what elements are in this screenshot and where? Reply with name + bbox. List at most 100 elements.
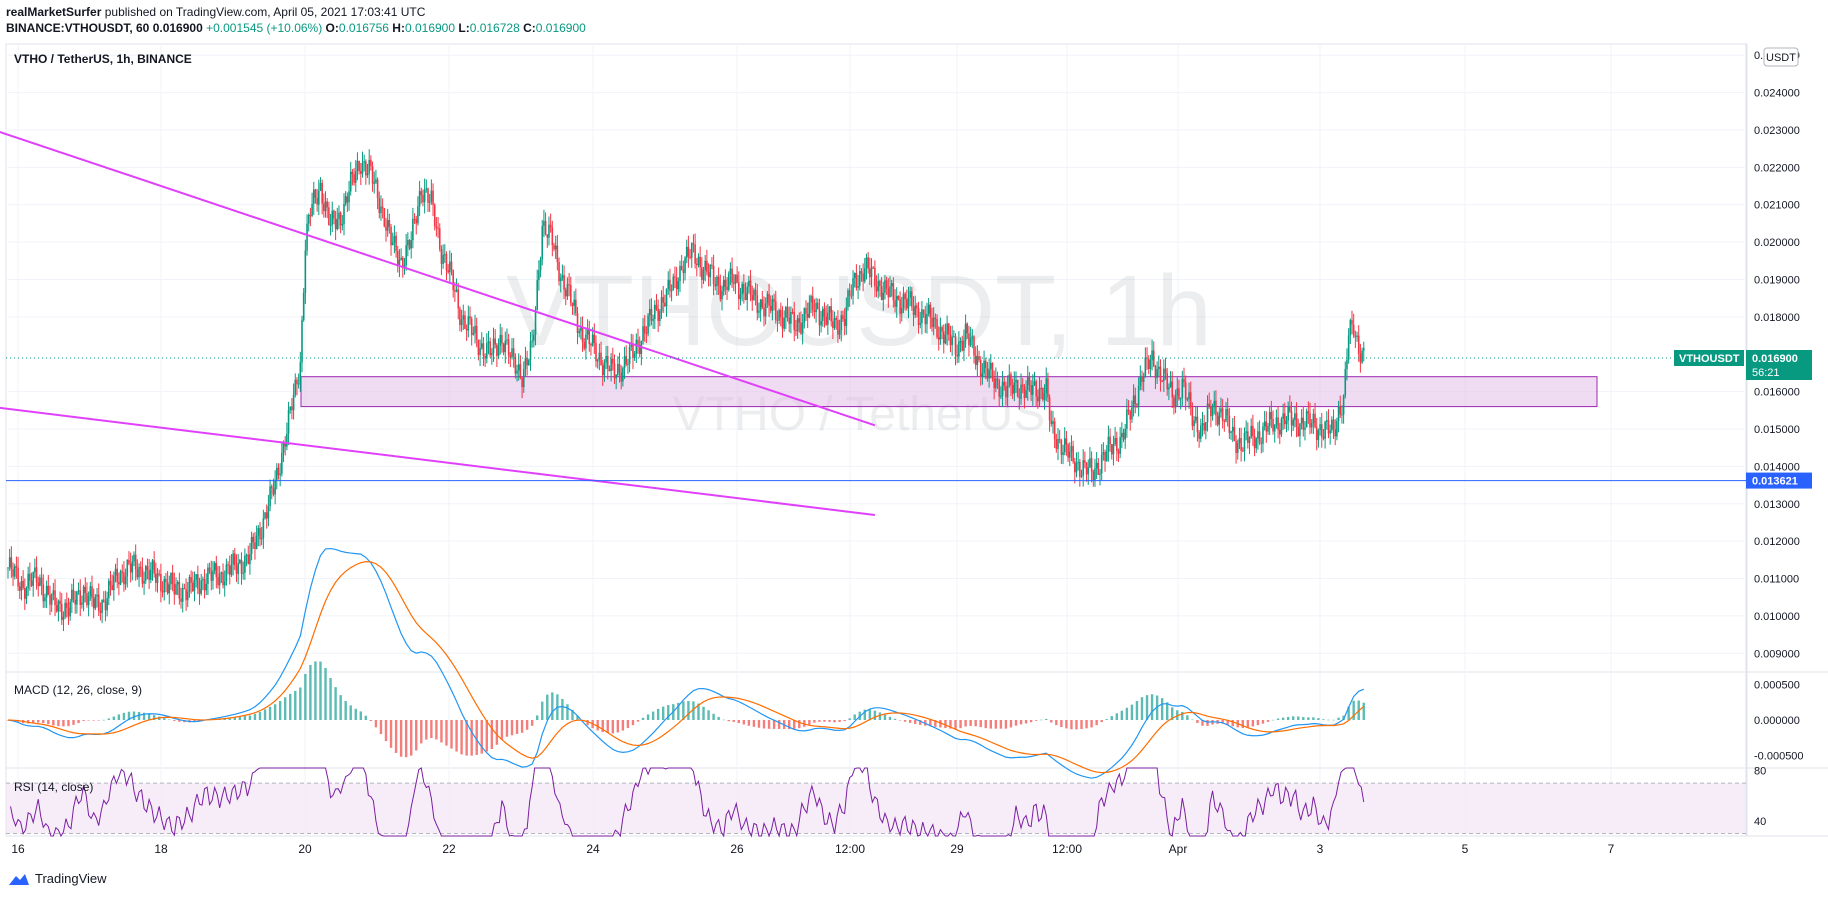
candle-body (134, 554, 137, 570)
macd-histogram-bar (596, 720, 599, 731)
candle-body (247, 554, 250, 564)
macd-histogram-bar (767, 720, 771, 729)
candle-body (1258, 431, 1261, 443)
macd-histogram-bar (682, 701, 685, 720)
candle-body (1048, 397, 1051, 421)
candle-body (729, 268, 732, 274)
pane-title: VTHO / TetherUS, 1h, BINANCE (14, 52, 192, 66)
candle-body (365, 161, 367, 176)
macd-histogram-bar (273, 704, 277, 720)
macd-histogram-bar (1045, 718, 1048, 720)
macd-histogram-bar (883, 714, 887, 720)
macd-histogram-bar (475, 720, 478, 755)
macd-histogram-bar (969, 720, 972, 726)
candle-body (242, 572, 244, 574)
candle-body (1060, 440, 1063, 455)
macd-histogram-bar (384, 720, 388, 742)
candle-body (769, 305, 772, 311)
candle-body (1020, 384, 1022, 399)
candle-body (796, 318, 799, 331)
descending-resistance-trendline (0, 130, 876, 427)
macd-histogram-bar (576, 715, 579, 720)
macd-histogram-bar (828, 720, 831, 722)
candle-body (433, 204, 436, 227)
author-name[interactable]: realMarketSurfer (6, 5, 102, 19)
macd-histogram-bar (777, 720, 781, 729)
macd-histogram-bar (480, 720, 483, 754)
candle-body (492, 338, 495, 354)
candle-body (642, 326, 644, 341)
candle-body (10, 557, 13, 569)
candle-body (1001, 381, 1004, 396)
candle-body (1163, 368, 1165, 382)
candle-body (1038, 387, 1041, 402)
candle-body (151, 560, 154, 570)
candle-body (328, 207, 330, 226)
candle-body (346, 196, 349, 203)
candle-body (119, 571, 122, 585)
macd-histogram-bar (1166, 702, 1169, 720)
candle-body (635, 339, 638, 354)
candle-body (74, 599, 76, 605)
candle-body (289, 406, 292, 411)
chart-canvas[interactable]: VTHOUSDT, 1h VTHO / TetherUS 0.013621VTH… (0, 0, 1828, 870)
macd-histogram-bar (1019, 720, 1023, 725)
candle-body (1015, 379, 1017, 383)
candle-body (1067, 444, 1069, 458)
candle-body (601, 365, 604, 376)
descending-support-trendline (0, 406, 876, 516)
candle-body (460, 319, 463, 326)
macd-histogram-bar (616, 720, 620, 733)
candle-body (208, 567, 211, 572)
candle-body (15, 566, 18, 568)
candle-body (1243, 432, 1246, 452)
candle-body (852, 278, 854, 296)
candle-body (104, 601, 107, 611)
candle-body (1018, 396, 1021, 399)
candle-body (262, 518, 265, 538)
macd-histogram-bar (1055, 720, 1058, 726)
macd-histogram-bar (949, 720, 952, 729)
candle-body (1131, 407, 1133, 420)
candle-body (825, 316, 827, 325)
price-tick: 0.014000 (1754, 461, 1800, 473)
candle-body (652, 319, 654, 321)
currency-badge[interactable]: USDT (1763, 47, 1799, 67)
macd-histogram-bar (525, 720, 529, 730)
candle-body (1218, 412, 1221, 425)
macd-histogram-bar (919, 720, 922, 725)
supply-demand-zone (300, 376, 1598, 408)
candle-body (1037, 396, 1039, 402)
candle-body (1326, 420, 1328, 422)
candle-body (890, 283, 893, 287)
candle-body (694, 244, 696, 264)
candle-body (835, 318, 838, 320)
macd-histogram-bar (1085, 720, 1088, 729)
rsi-pane (6, 767, 1746, 838)
candle-body (1055, 439, 1058, 449)
macd-histogram-bar (490, 720, 494, 750)
candle-body (1203, 423, 1205, 431)
footer-brand[interactable]: TradingView (8, 871, 107, 886)
candle-body (528, 360, 530, 366)
candle-body (816, 302, 819, 310)
candle-body (675, 277, 678, 290)
candle-body (1142, 375, 1145, 382)
candle-body (860, 271, 863, 274)
candle-body (1248, 437, 1251, 443)
candle-body (1176, 388, 1179, 396)
candle-body (1252, 425, 1254, 436)
candle-body (339, 212, 342, 226)
candle-body (465, 328, 468, 331)
candle-body (176, 582, 179, 585)
candle-body (91, 586, 93, 599)
candle-body (788, 317, 790, 324)
candle-body (1043, 393, 1046, 400)
candle-body (717, 276, 720, 286)
candle-body (519, 364, 522, 378)
candle-body (277, 467, 280, 476)
candle-body (156, 573, 159, 583)
macd-histogram-bar (571, 709, 574, 720)
candle-body (1021, 384, 1024, 387)
candle-body (1082, 460, 1084, 476)
